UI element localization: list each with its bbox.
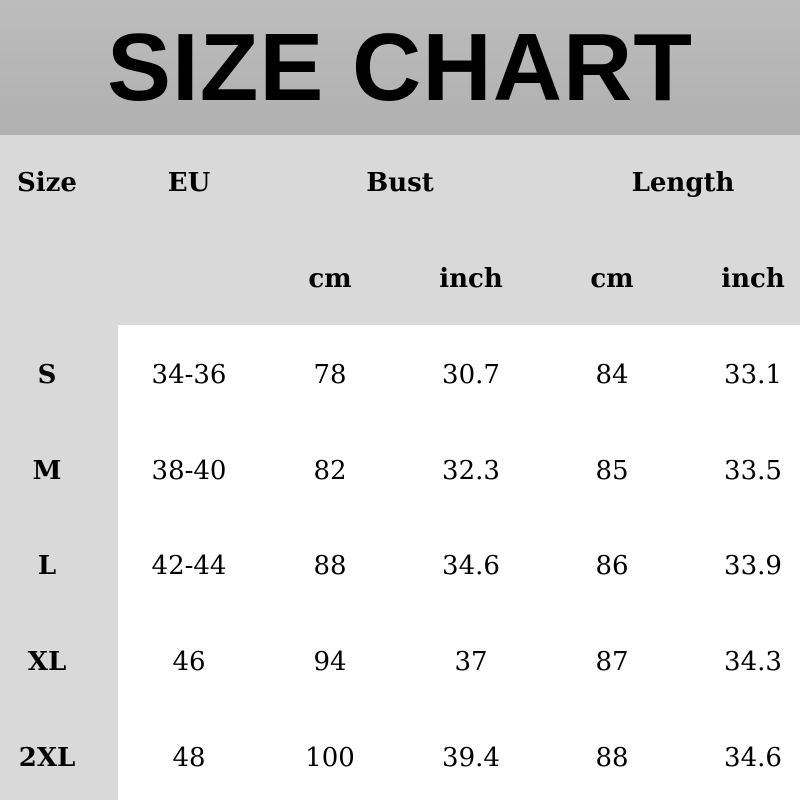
cell-length-inch: 33.5 — [724, 455, 782, 486]
cell-bust-inch: 32.3 — [442, 455, 500, 486]
cell-bust-cm: 88 — [313, 551, 347, 582]
cell-bust-inch: 30.7 — [442, 360, 500, 390]
cell-length-inch: 33.9 — [724, 551, 782, 582]
cell-bust-cm: 82 — [313, 455, 347, 486]
header-bust-cm: cm — [308, 264, 352, 294]
header-length: Length — [631, 168, 735, 198]
cell-bust-cm: 78 — [313, 360, 347, 390]
cell-length-cm: 88 — [595, 742, 629, 773]
cell-eu: 34-36 — [151, 360, 227, 390]
page-title: SIZE CHART — [0, 0, 800, 135]
cell-length-inch: 34.6 — [724, 742, 782, 773]
header-length-cm: cm — [590, 264, 634, 294]
cell-length-cm: 86 — [595, 551, 629, 582]
cell-bust-inch: 39.4 — [442, 742, 500, 773]
cell-length-cm: 85 — [595, 455, 629, 486]
cell-size: XL — [27, 647, 67, 678]
header-length-inch: inch — [721, 264, 785, 294]
cell-size: L — [37, 551, 57, 582]
cell-length-inch: 34.3 — [724, 647, 782, 678]
cell-length-cm: 87 — [595, 647, 629, 678]
cell-eu: 42-44 — [151, 551, 227, 582]
header-bust: Bust — [366, 168, 434, 198]
header-eu: EU — [167, 168, 211, 198]
cell-bust-inch: 34.6 — [442, 551, 500, 582]
cell-bust-inch: 37 — [454, 647, 488, 678]
cell-length-cm: 84 — [595, 360, 629, 390]
table-body-background — [118, 325, 800, 800]
cell-length-inch: 33.1 — [724, 360, 782, 390]
cell-size: M — [32, 455, 62, 486]
header-bust-inch: inch — [439, 264, 503, 294]
cell-eu: 38-40 — [151, 455, 227, 486]
cell-size: S — [37, 360, 57, 390]
cell-eu: 46 — [172, 647, 206, 678]
header-size: Size — [17, 168, 77, 198]
cell-eu: 48 — [172, 742, 206, 773]
cell-size: 2XL — [18, 742, 76, 773]
cell-bust-cm: 100 — [305, 742, 355, 773]
cell-bust-cm: 94 — [313, 647, 347, 678]
